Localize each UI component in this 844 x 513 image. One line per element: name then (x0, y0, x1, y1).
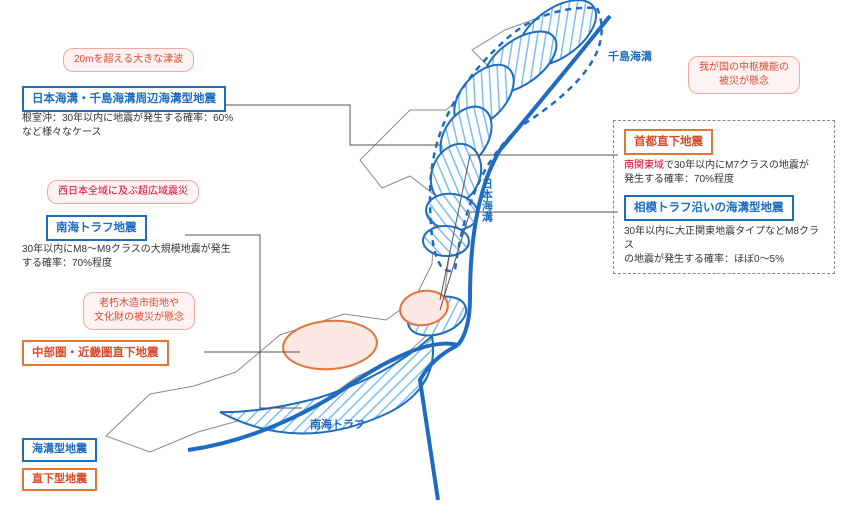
label-nankai: 南海トラフ (310, 418, 365, 433)
bubble-west-text: 西日本全域に及ぶ超広域震災 (58, 186, 188, 197)
title-shuto: 首都直下地震 (624, 129, 713, 155)
bubble-cultural: 老朽木造市街地や 文化財の被災が懸念 (83, 292, 195, 330)
title-sagami: 相模トラフ沿いの海溝型地震 (624, 195, 794, 221)
desc-nihon-chishima: 根室沖：30年以内に地震が発生する確率：60% など様々なケース (22, 112, 233, 140)
desc-sagami: 30年以内に大正関東地震タイプなどM8クラス の地震が発生する確率：ほぼ0～5% (624, 225, 824, 267)
legend-trench: 海溝型地震 (22, 438, 97, 461)
zone-chishima-ellipses (422, 0, 607, 257)
bubble-capital: 我が国の中枢機能の 被災が懸念 (688, 56, 800, 94)
title-nihon-chishima: 日本海溝・千島海溝周辺海溝型地震 (22, 86, 226, 112)
desc-nankai-trough: 30年以内にM8～M9クラスの大規模地震が発生 する確率：70%程度 (22, 243, 231, 271)
desc-shuto: 南関東域で30年以内にM7クラスの地震が 発生する確率：70%程度 (624, 159, 824, 187)
bubble-west: 西日本全域に及ぶ超広域震災 (47, 180, 199, 204)
legend: 海溝型地震 直下型地震 (22, 438, 97, 497)
label-nihon: 日本海溝 (478, 178, 493, 222)
title-chubu-kinki: 中部圏・近畿圏直下地震 (22, 340, 169, 366)
desc-shuto-em: 南関東域 (624, 160, 664, 171)
trench-lines (188, 16, 610, 500)
label-chishima: 千島海溝 (608, 50, 652, 65)
bubble-tsunami: 20mを超える大きな津波 (63, 48, 194, 72)
title-nankai-trough: 南海トラフ地震 (46, 215, 147, 241)
legend-direct: 直下型地震 (22, 468, 97, 491)
